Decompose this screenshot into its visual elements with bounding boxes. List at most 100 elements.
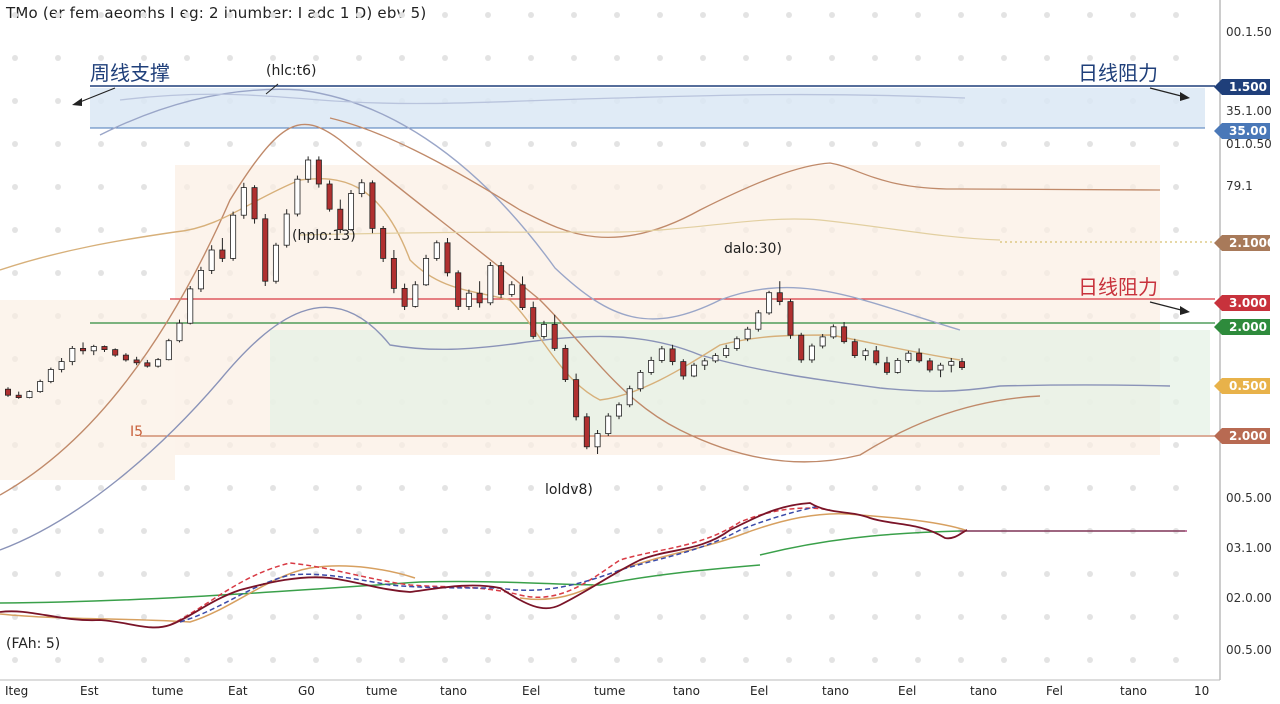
grid-dot xyxy=(141,270,147,276)
grid-dot xyxy=(270,528,276,534)
candle-body xyxy=(58,361,65,370)
grid-dot xyxy=(12,141,18,147)
candle xyxy=(315,156,322,188)
grid-dot xyxy=(1173,55,1179,61)
candle-body xyxy=(433,242,440,259)
grid-dot xyxy=(313,485,319,491)
grid-dot xyxy=(184,12,190,18)
candle-body xyxy=(948,361,955,366)
grid-dot xyxy=(528,571,534,577)
candle xyxy=(101,345,108,352)
price-badge-bg xyxy=(1214,428,1270,444)
candle-body xyxy=(337,208,344,230)
candle xyxy=(433,240,440,261)
candle-body xyxy=(358,182,365,195)
price-badge: 1.500 xyxy=(1214,79,1270,95)
grid-dot xyxy=(1087,485,1093,491)
candle-body xyxy=(637,371,644,390)
price-badge-label: 2.000 xyxy=(1229,320,1267,334)
candle xyxy=(573,373,580,421)
peak-arrow xyxy=(265,83,279,95)
candle xyxy=(133,356,140,366)
grid-dot xyxy=(270,657,276,663)
grid-dot xyxy=(1044,12,1050,18)
grid-dot xyxy=(743,55,749,61)
grid-dot xyxy=(98,571,104,577)
grid-dot xyxy=(98,528,104,534)
candle xyxy=(348,190,355,231)
time-tick-label: Iteg xyxy=(5,684,28,698)
candle xyxy=(551,314,558,351)
time-tick-label: tano xyxy=(440,684,467,698)
grid-dot xyxy=(1044,141,1050,147)
grid-dot xyxy=(1130,55,1136,61)
grid-dot xyxy=(227,571,233,577)
grid-dot xyxy=(872,485,878,491)
grid-dot xyxy=(571,485,577,491)
grid-dot xyxy=(270,55,276,61)
price-badge-label: 1.500 xyxy=(1229,80,1267,94)
grid-dot xyxy=(829,141,835,147)
grid-dot xyxy=(12,270,18,276)
candle-body xyxy=(230,214,237,259)
grid-dot xyxy=(227,657,233,663)
candle xyxy=(240,182,247,219)
grid-dot xyxy=(743,485,749,491)
grid-dot xyxy=(1173,657,1179,663)
candle-body xyxy=(26,391,33,399)
candle xyxy=(669,344,676,366)
grid-dot xyxy=(98,657,104,663)
grid-dot xyxy=(12,98,18,104)
low-annotation: loldv8) xyxy=(545,482,593,498)
grid-dot xyxy=(313,614,319,620)
price-badge-label: 0.500 xyxy=(1229,379,1267,393)
grid-dot xyxy=(184,55,190,61)
candle xyxy=(283,209,290,248)
candle-body xyxy=(615,404,622,417)
grid-dot xyxy=(743,657,749,663)
candle-body xyxy=(862,350,869,356)
grid-dot xyxy=(528,614,534,620)
candle-body xyxy=(487,265,494,304)
candle-body xyxy=(197,269,204,290)
grid-dot xyxy=(313,141,319,147)
candle-body xyxy=(776,292,783,303)
grid-dot xyxy=(1130,614,1136,620)
left-level-annotation: I5 xyxy=(130,424,143,440)
grid-dot xyxy=(571,12,577,18)
weekly-support-arrowhead xyxy=(72,98,82,106)
grid-dot xyxy=(958,12,964,18)
candle-body xyxy=(959,361,966,369)
grid-dot xyxy=(485,141,491,147)
grid-dot xyxy=(270,614,276,620)
candle-body xyxy=(851,341,858,356)
grid-dot xyxy=(184,141,190,147)
candle-body xyxy=(691,364,698,377)
indicator-green-line-2 xyxy=(759,530,1185,556)
candle xyxy=(176,319,183,343)
time-tick-label: tano xyxy=(1120,684,1147,698)
grid-dot xyxy=(1001,55,1007,61)
candle xyxy=(498,262,505,298)
grid-dot xyxy=(743,141,749,147)
grid-dot xyxy=(227,528,233,534)
grid-dot xyxy=(55,528,61,534)
grid-dot xyxy=(1087,657,1093,663)
candle-body xyxy=(905,352,912,361)
candle-body xyxy=(819,336,826,347)
grid-dot xyxy=(55,184,61,190)
grid-dot xyxy=(1001,485,1007,491)
grid-dot xyxy=(141,12,147,18)
grid-dot xyxy=(700,528,706,534)
grid-dot xyxy=(829,614,835,620)
grid-dot xyxy=(356,12,362,18)
candle xyxy=(508,281,515,297)
grid-dot xyxy=(442,571,448,577)
grid-dot xyxy=(1044,571,1050,577)
candle xyxy=(733,336,740,351)
price-badge-label: 2.000 xyxy=(1229,429,1267,443)
price-badge: 2.000 xyxy=(1214,428,1270,444)
candle xyxy=(26,390,33,399)
candle xyxy=(144,359,151,368)
